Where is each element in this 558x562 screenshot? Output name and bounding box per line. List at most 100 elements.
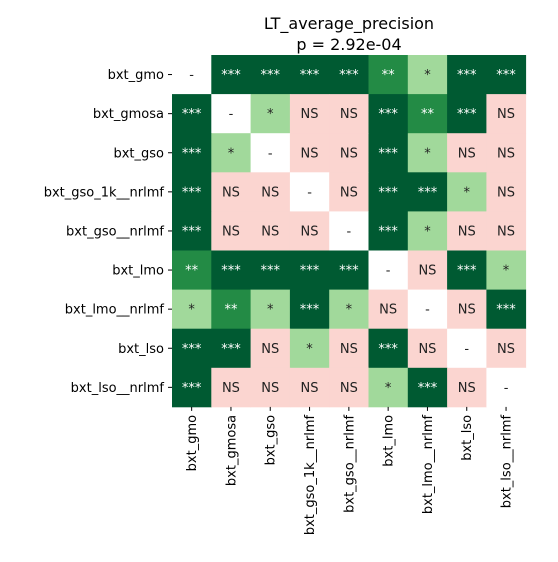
cell-label: NS: [497, 342, 515, 357]
heatmap-cell: [329, 55, 369, 95]
heatmap-cell: [172, 172, 212, 212]
cell-label: NS: [222, 381, 240, 396]
cell-label: ***: [418, 185, 438, 200]
heatmap-cell: [486, 289, 527, 330]
cell-label: NS: [458, 381, 476, 396]
heatmap-cell: [329, 94, 369, 134]
cell-label: NS: [301, 381, 319, 396]
heatmap-cell: [250, 289, 291, 330]
cell-label: NS: [458, 224, 476, 239]
cell-label: ***: [457, 68, 477, 83]
cell-label: *: [385, 381, 392, 396]
cell-label: NS: [222, 224, 240, 239]
cell-label: ***: [378, 224, 398, 239]
row-tick-label: bxt_gmo: [108, 68, 164, 83]
heatmap-cell: [289, 94, 330, 134]
heatmap-cell: [486, 250, 527, 290]
column-tick-label: bxt_lso__nrlmf: [500, 414, 515, 508]
heatmap-cell: [368, 367, 409, 408]
heatmap-cell: [447, 133, 487, 173]
cell-label: *: [346, 303, 353, 318]
heatmap-cell: [407, 94, 448, 134]
cell-label: ***: [182, 185, 202, 200]
column-tick-labels: bxt_gmo bxt_gmosa bxt_gso bxt_gso_1k__nrlmf…: [185, 406, 515, 535]
cell-label: *: [267, 303, 274, 318]
heatmap-cell: [289, 133, 330, 173]
cell-label: *: [424, 224, 431, 239]
heatmap-cell: [289, 367, 330, 408]
cell-label: ***: [457, 107, 477, 122]
heatmap-cell: [329, 328, 369, 369]
heatmap-cell: [368, 289, 409, 330]
heatmap-cells: - *** *** *** *** ** * *** ****** - * NS NS *** ** *** N…: [172, 55, 527, 408]
heatmap-cell: [407, 367, 448, 408]
heatmap-cell: [211, 250, 251, 290]
cell-label: ***: [339, 68, 359, 83]
heatmap-cell: [407, 55, 448, 95]
heatmap-cell: [447, 367, 487, 408]
chart-title: LT_average_precision: [264, 14, 434, 34]
heatmap-cell: [447, 172, 487, 212]
heatmap-cell: [447, 250, 487, 290]
heatmap-cell: [289, 289, 330, 330]
column-tick-label: bxt_gso: [264, 415, 279, 466]
row-tick-label: bxt_gso: [113, 146, 164, 161]
heatmap-cell: [289, 250, 330, 290]
heatmap-cell: [250, 250, 291, 290]
cell-label: **: [421, 107, 435, 122]
cell-label: *: [424, 68, 431, 83]
cell-label: NS: [497, 185, 515, 200]
cell-label: NS: [261, 224, 279, 239]
cell-label: ***: [378, 146, 398, 161]
heatmap-cell: [486, 211, 527, 251]
heatmap-cell: [486, 133, 527, 173]
cell-label: NS: [301, 146, 319, 161]
cell-label: *: [267, 107, 274, 122]
heatmap-cell: [407, 172, 448, 212]
cell-label: ***: [457, 264, 477, 279]
cell-label: ***: [300, 303, 320, 318]
cell-label: -: [386, 264, 391, 279]
row-tick-label: bxt_gso__nrlmf: [66, 224, 164, 239]
column-tick-label: bxt_lmo: [382, 415, 397, 467]
heatmap-cell: [447, 94, 487, 134]
chart-subtitle: p = 2.92e-04: [296, 35, 401, 54]
column-tick-label: bxt_gso_1k__nrlmf: [303, 414, 318, 535]
heatmap-cell: [211, 211, 251, 251]
cell-label: NS: [340, 146, 358, 161]
heatmap-cell: [211, 172, 251, 212]
cell-label: ***: [496, 303, 516, 318]
cell-label: NS: [340, 381, 358, 396]
cell-label: -: [229, 107, 234, 122]
cell-label: ***: [496, 68, 516, 83]
cell-label: NS: [340, 185, 358, 200]
cell-label: -: [189, 68, 194, 83]
cell-label: NS: [261, 342, 279, 357]
heatmap-cell: [289, 55, 330, 95]
cell-label: ***: [182, 107, 202, 122]
column-tick-label: bxt_gso__nrlmf: [342, 414, 357, 512]
cell-label: **: [185, 264, 199, 279]
row-tick-label: bxt_gso_1k__nrlmf: [44, 185, 165, 200]
heatmap-cell: [368, 328, 409, 369]
heatmap-cell: [211, 55, 251, 95]
heatmap-cell: [486, 328, 527, 369]
cell-label: ***: [182, 146, 202, 161]
heatmap-cell: [329, 211, 369, 251]
heatmap-cell: [486, 367, 527, 408]
heatmap-cell: [407, 211, 448, 251]
row-tick-labels: bxt_gmo bxt_gmosa bxt_gso bxt_gso_1k__nrlmf…: [44, 68, 172, 396]
cell-label: -: [464, 342, 469, 357]
cell-label: *: [306, 342, 313, 357]
row-tick-label: bxt_lmo: [112, 264, 164, 279]
cell-label: NS: [379, 303, 397, 318]
cell-label: ***: [182, 224, 202, 239]
row-tick-label: bxt_gmosa: [93, 107, 164, 122]
cell-label: ***: [221, 264, 241, 279]
heatmap-cell: [250, 94, 291, 134]
cell-label: NS: [458, 146, 476, 161]
heatmap-cell: [172, 55, 212, 95]
column-tick-label: bxt_gmosa: [224, 415, 239, 486]
cell-label: -: [504, 381, 509, 396]
